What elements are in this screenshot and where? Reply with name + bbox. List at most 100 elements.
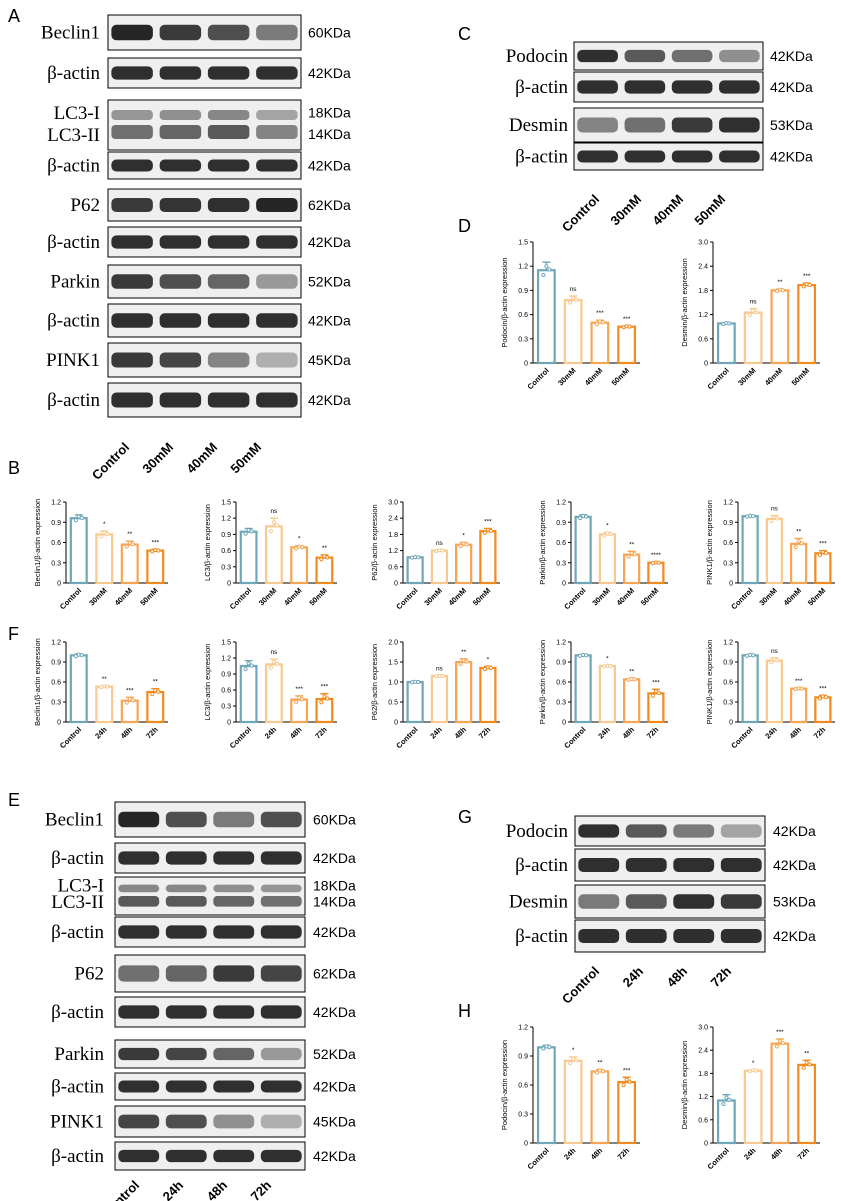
y-tick-label: 1.0 bbox=[388, 680, 398, 687]
blot-band bbox=[256, 352, 298, 368]
bar bbox=[95, 533, 114, 585]
blot-band bbox=[260, 1149, 302, 1163]
blot-lane-label: 48h bbox=[664, 963, 690, 989]
data-point bbox=[627, 1079, 632, 1084]
y-axis-title: Parkin/β-actin expression bbox=[538, 500, 547, 584]
y-tick-label: 0 bbox=[227, 581, 231, 588]
data-point bbox=[249, 529, 254, 534]
data-point bbox=[724, 1095, 729, 1100]
x-category-label: 50mM bbox=[639, 586, 660, 607]
x-category-label: 24h bbox=[263, 725, 279, 741]
bar bbox=[430, 549, 448, 585]
y-tick-label: 1.2 bbox=[221, 656, 231, 663]
x-category-label: 48h bbox=[788, 725, 804, 741]
blot-band bbox=[213, 811, 255, 828]
blot-band bbox=[673, 857, 715, 873]
bar bbox=[574, 515, 592, 585]
y-axis-title: Desmin/β-actin expression bbox=[680, 258, 689, 347]
blot-band bbox=[719, 150, 760, 163]
y-tick-label: 0.3 bbox=[51, 700, 61, 707]
y-tick-label: 1.2 bbox=[698, 1094, 708, 1101]
y-tick-label: 0.6 bbox=[556, 540, 566, 547]
blot-band bbox=[256, 125, 298, 139]
y-tick-label: 1.2 bbox=[556, 640, 566, 647]
y-tick-label: 0 bbox=[524, 1141, 528, 1148]
panel-letter-b: B bbox=[8, 458, 20, 478]
blot-row: β-actin 42KDa bbox=[51, 1072, 356, 1101]
bar bbox=[741, 515, 759, 585]
y-tick-label: 0 bbox=[704, 1141, 708, 1148]
data-point bbox=[319, 700, 324, 705]
data-point bbox=[608, 663, 613, 669]
bar bbox=[264, 663, 283, 724]
x-category-label: Control bbox=[526, 1146, 551, 1171]
y-tick-label: 0.6 bbox=[698, 336, 708, 343]
blot-band bbox=[213, 1047, 255, 1061]
blot-band bbox=[118, 925, 160, 939]
data-point bbox=[130, 542, 135, 547]
blot-band bbox=[118, 1047, 160, 1061]
x-category-label: 72h bbox=[313, 725, 329, 741]
y-tick-label: 0.9 bbox=[221, 532, 231, 539]
panel-letter-f: F bbox=[8, 624, 19, 644]
y-tick-label: 3.0 bbox=[388, 500, 398, 507]
significance-label: ** bbox=[322, 545, 328, 552]
blot-row: β-actin 42KDa bbox=[47, 151, 351, 180]
data-point bbox=[817, 696, 822, 701]
x-category-label: 24h bbox=[596, 725, 612, 741]
blot-band bbox=[207, 24, 250, 41]
blot-protein-label: β-actin bbox=[51, 1077, 104, 1098]
blot-row: Parkin 52KDa bbox=[50, 264, 351, 299]
blot-band bbox=[260, 1005, 302, 1019]
blot-band bbox=[165, 811, 207, 828]
data-point bbox=[823, 695, 828, 700]
y-tick-label: 0.6 bbox=[221, 548, 231, 555]
bar-chart: 0 0.3 0.6 0.9 1.2 Beclin1/β-actin expression C… bbox=[33, 499, 168, 611]
y-tick-label: 0.3 bbox=[221, 704, 231, 711]
data-point bbox=[416, 679, 421, 685]
blot-row: β-actin 42KDa bbox=[51, 842, 356, 874]
data-point bbox=[488, 528, 493, 533]
blot-size-label: 45KDa bbox=[313, 1114, 356, 1130]
data-point bbox=[751, 308, 756, 313]
data-point bbox=[594, 322, 599, 327]
data-point bbox=[823, 550, 828, 556]
blot-band bbox=[207, 110, 250, 120]
blot-band bbox=[260, 925, 302, 939]
data-point bbox=[626, 554, 631, 559]
blot-protein-label: Beclin1 bbox=[45, 810, 104, 831]
bar bbox=[536, 1046, 556, 1145]
blot-protein-label: β-actin bbox=[515, 77, 568, 98]
significance-label: ns bbox=[270, 508, 278, 515]
data-point bbox=[621, 1082, 626, 1088]
x-category-label: 30mM bbox=[87, 586, 108, 607]
data-point bbox=[568, 300, 573, 305]
data-point bbox=[274, 523, 279, 528]
data-point bbox=[754, 310, 759, 315]
blot-size-label: 42KDa bbox=[773, 928, 816, 944]
significance-label: ** bbox=[796, 528, 802, 535]
y-tick-label: 2.0 bbox=[388, 640, 398, 647]
x-category-label: 50mM bbox=[471, 586, 492, 607]
significance-label: ns bbox=[771, 506, 779, 513]
y-axis-title: LC3/β-actin expression bbox=[203, 644, 212, 721]
y-axis-title: Parkin/β-actin expression bbox=[538, 640, 547, 724]
blot-size-label: 42KDa bbox=[308, 313, 351, 329]
y-tick-label: 0.3 bbox=[556, 700, 566, 707]
data-point bbox=[416, 555, 421, 560]
data-point bbox=[769, 518, 774, 524]
blot-protein-label: LC3-II bbox=[51, 892, 104, 913]
significance-label: *** bbox=[623, 1067, 631, 1074]
significance-label: *** bbox=[776, 1029, 784, 1036]
blot-band bbox=[207, 235, 250, 249]
data-point bbox=[274, 661, 279, 666]
blot-band bbox=[256, 159, 298, 172]
significance-label: *** bbox=[126, 687, 134, 694]
blot-band bbox=[207, 274, 250, 289]
bar-chart: 0 0.3 0.6 0.9 1.2 Parkin/β-actin expression Co… bbox=[538, 640, 668, 750]
bar-chart: 0 0.3 0.6 0.9 1.2 PINK1/β-actin expression Con… bbox=[705, 640, 835, 750]
x-category-label: Control bbox=[58, 725, 83, 750]
data-point bbox=[769, 660, 774, 665]
panel-letter-g: G bbox=[458, 807, 472, 827]
